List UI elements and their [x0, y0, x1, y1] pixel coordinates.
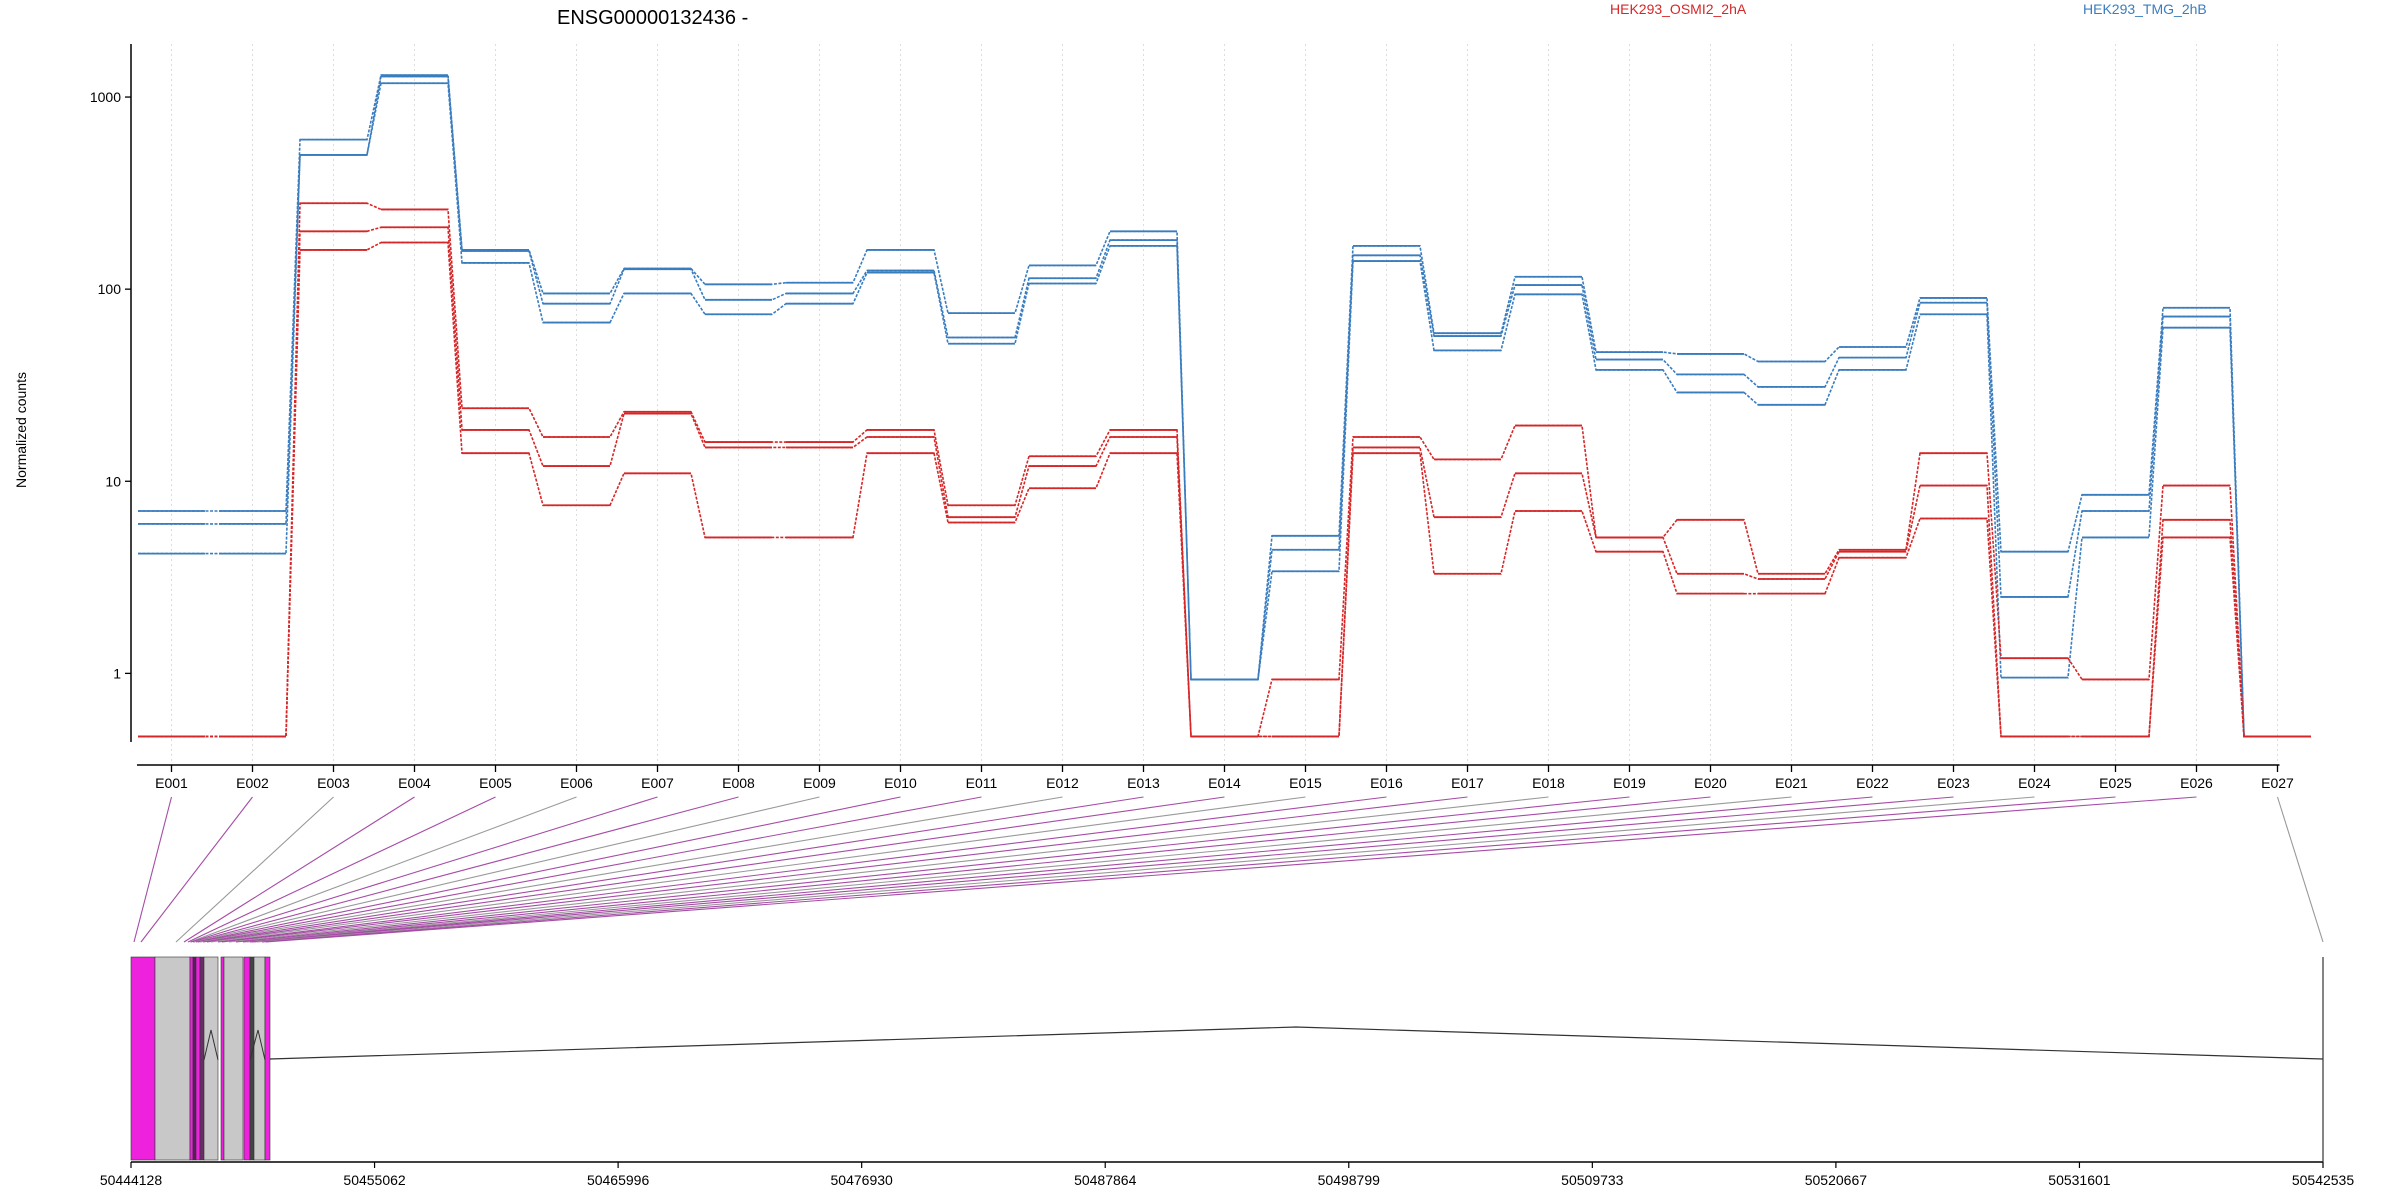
connector-E023: [251, 796, 1954, 943]
exon-block-4: [192, 956, 197, 1161]
y-tick-label: 100: [98, 281, 122, 297]
exon-tick-label: E020: [1694, 775, 1727, 791]
y-tick-label: 10: [105, 473, 121, 489]
exon-block-3: [189, 956, 194, 1161]
connector-E020: [242, 796, 1711, 943]
genomic-tick-label: 50487864: [1074, 1172, 1137, 1188]
chart-title: ENSG00000132436 -: [557, 7, 748, 29]
connector-E004: [183, 796, 415, 943]
exon-tick-label: E002: [236, 775, 269, 791]
connector-E012: [199, 796, 1063, 943]
exon-tick-label: E023: [1937, 775, 1970, 791]
exon-tick-label: E016: [1370, 775, 1403, 791]
genomic-tick-label: 50520667: [1805, 1172, 1868, 1188]
exon-tick-label: E003: [317, 775, 350, 791]
axis-layer: 1 10 100 1000 E001 E002 E003 E004 E005 E006 E007 E0…: [90, 44, 2294, 791]
grid-layer: [171, 44, 2278, 764]
connector-E014: [206, 796, 1225, 943]
exon-tick-label: E012: [1046, 775, 1079, 791]
exon-block-10: [243, 956, 251, 1161]
genomic-tick-label: 50531601: [2048, 1172, 2111, 1188]
exon-tick-label: E019: [1613, 775, 1646, 791]
exon-block-13: [264, 956, 271, 1161]
exon-block-12: [253, 956, 266, 1161]
exon-tick-label: E013: [1127, 775, 1160, 791]
genomic-tick-label: 50444128: [100, 1172, 163, 1188]
connector-E019: [235, 796, 1630, 943]
exon-tick-label: E009: [803, 775, 836, 791]
genomic-tick-label: 50476930: [831, 1172, 894, 1188]
y-tick-label: 1: [113, 665, 121, 681]
exon-tick-label: E001: [155, 775, 188, 791]
y-axis-label: Normalized counts: [13, 372, 29, 488]
connector-E015: [210, 796, 1306, 943]
exon-tick-label: E017: [1451, 775, 1484, 791]
connector-E021: [246, 796, 1792, 943]
exon-tick-label: E014: [1208, 775, 1241, 791]
exon-block-2: [154, 956, 191, 1161]
exon-tick-label: E022: [1856, 775, 1889, 791]
connector-E016: [217, 796, 1387, 943]
connector-E022: [249, 796, 1873, 943]
y-tick-label: 1000: [90, 89, 121, 105]
genomic-tick-label: 50455062: [343, 1172, 406, 1188]
exon-block-9: [223, 956, 244, 1161]
connector-E005: [187, 796, 496, 943]
connector-E017: [221, 796, 1468, 943]
exon-connector-layer: [133, 796, 2324, 943]
genomic-tick-label: 50498799: [1318, 1172, 1381, 1188]
exon-tick-label: E008: [722, 775, 755, 791]
exon-tick-label: E025: [2099, 775, 2132, 791]
series-layer: [138, 74, 2311, 738]
exon-block-1: [130, 956, 156, 1161]
connector-E002: [140, 796, 253, 943]
exon-tick-label: E006: [560, 775, 593, 791]
exon-block-5: [195, 956, 201, 1161]
connector-E018: [228, 796, 1549, 943]
connector-E013: [202, 796, 1144, 943]
connector-E026: [265, 796, 2197, 943]
connector-E011: [197, 796, 982, 943]
exon-tick-label: E010: [884, 775, 917, 791]
connector-E010: [195, 796, 901, 943]
exon-tick-label: E005: [479, 775, 512, 791]
exon-block-7: [203, 956, 219, 1161]
legend-label-osmi2: HEK293_OSMI2_2hA: [1610, 1, 1747, 17]
exon-tick-label: E011: [966, 775, 998, 791]
intron-2: [249, 1029, 266, 1061]
exon-tick-label: E004: [398, 775, 431, 791]
exon-tick-label: E024: [2018, 775, 2051, 791]
connector-E001: [133, 796, 173, 943]
intron-1: [203, 1029, 219, 1061]
exon-tick-label: E021: [1775, 775, 1808, 791]
exon-tick-label: E015: [1289, 775, 1322, 791]
exon-tick-label: E026: [2180, 775, 2213, 791]
gene-model-layer: 50444128 50455062 50465996 50476930 50487864…: [100, 956, 2355, 1188]
connector-E006: [189, 796, 577, 943]
connector-E008: [192, 796, 739, 943]
long-intron: [269, 1026, 2324, 1060]
legend-label-tmg: HEK293_TMG_2hB: [2083, 1, 2207, 17]
exon-tick-label: E027: [2261, 775, 2294, 791]
exon-tick-label: E018: [1532, 775, 1565, 791]
exon-tick-label: E007: [641, 775, 674, 791]
connector-E009: [193, 796, 820, 943]
connector-E025: [261, 796, 2116, 943]
connector-E003: [175, 796, 334, 943]
genomic-tick-label: 50465996: [587, 1172, 650, 1188]
genomic-tick-label: 50509733: [1561, 1172, 1624, 1188]
genomic-tick-label: 50542535: [2292, 1172, 2355, 1188]
connector-E024: [256, 796, 2035, 943]
connector-E027: [2276, 796, 2324, 943]
exon-block-8: [220, 956, 225, 1161]
exon-block-6: [199, 956, 205, 1161]
connector-E007: [190, 796, 658, 943]
